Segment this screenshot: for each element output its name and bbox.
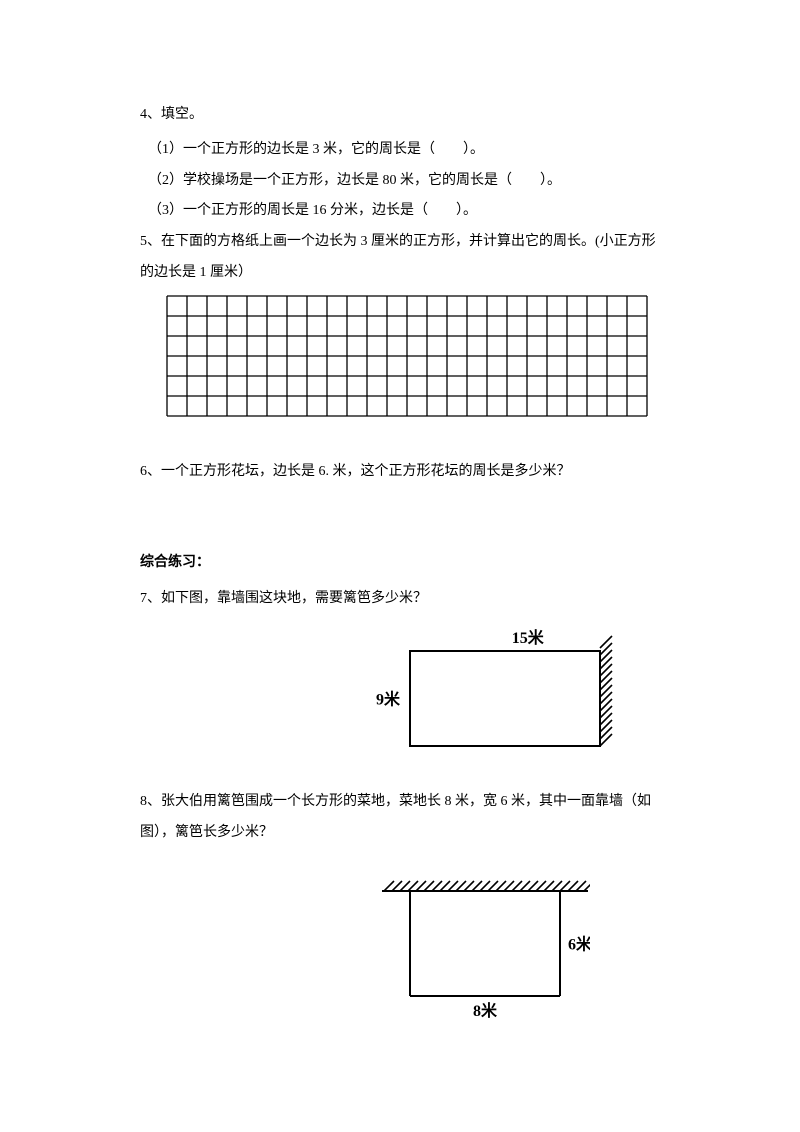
- fig7-svg: 15米 9米: [360, 625, 630, 754]
- svg-text:15米: 15米: [512, 628, 545, 647]
- q4-title: 4、填空。: [140, 100, 660, 131]
- q8-figure: 8米 6米: [380, 867, 660, 1037]
- q7-text: 7、如下图，靠墙围这块地，需要篱笆多少米？: [140, 584, 660, 615]
- svg-text:6米: 6米: [568, 934, 590, 953]
- q8-text: 8、张大伯用篱笆围成一个长方形的菜地，菜地长 8 米，宽 6 米，其中一面靠墙（…: [140, 787, 660, 849]
- grid-svg: [166, 295, 648, 417]
- q4-item-3: （3）一个正方形的周长是 16 分米，边长是（ ）。: [140, 196, 660, 227]
- section-heading: 综合练习：: [140, 548, 660, 579]
- q4-item-2: （2）学校操场是一个正方形，边长是 80 米，它的周长是（ ）。: [140, 166, 660, 197]
- q4-item-1: （1）一个正方形的边长是 3 米，它的周长是（ ）。: [140, 135, 660, 166]
- q5-text: 5、在下面的方格纸上画一个边长为 3 厘米的正方形，并计算出它的周长。(小正方形…: [140, 227, 660, 289]
- q7-figure: 15米 9米: [360, 625, 660, 767]
- fig8-svg: 8米 6米: [380, 867, 590, 1024]
- svg-text:8米: 8米: [473, 1001, 498, 1020]
- q5-grid: [166, 295, 660, 417]
- q6-text: 6、一个正方形花坛，边长是 6. 米，这个正方形花坛的周长是多少米？: [140, 457, 660, 488]
- svg-text:9米: 9米: [376, 690, 401, 709]
